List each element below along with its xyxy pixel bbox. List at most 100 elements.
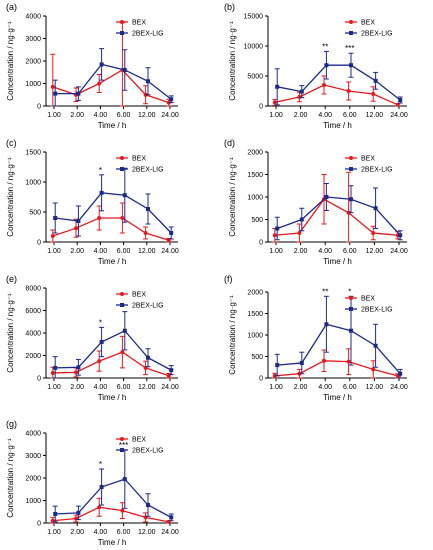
data-point [143,231,148,235]
x-tick-label: 1.00 [47,112,61,119]
x-tick-label: 6.00 [343,248,357,255]
y-axis-label: Concentration / ng·g⁻¹ [6,157,15,237]
legend-marker [120,167,124,171]
x-tick-label: 6.00 [117,248,131,255]
data-point [371,231,376,235]
y-axis-label: Concentration / ng·g⁻¹ [6,293,15,373]
data-point [122,328,127,333]
data-point [122,68,127,72]
x-axis-label: Time / h [98,121,127,130]
legend-marker [349,167,353,171]
x-tick-label: 2.00 [294,112,308,119]
x-axis-label: Time / h [98,538,127,547]
legend-marker [120,20,124,24]
y-tick-label: 2000 [25,353,41,360]
y-tick-label: 8000 [25,286,41,293]
x-tick-label: 1.00 [269,112,283,119]
y-tick-label: 500 [251,354,263,361]
legend-marker [349,307,353,311]
y-axis-label: Concentration / ng·g⁻¹ [6,21,15,101]
legend-label: 2BEX-LIG [132,448,164,455]
data-point [322,83,326,87]
data-point [297,231,302,235]
x-tick-label: 4.00 [94,529,108,536]
data-point [169,515,174,520]
chart-panel: (f) 0 500 1000 1500 2000 1.00 2.00 4.00 6.00 12.00… [224,274,408,402]
x-tick-label: 2.00 [294,248,308,255]
data-point [275,226,280,231]
x-tick-label: 2.00 [70,112,84,119]
data-point [146,207,150,211]
legend-label: 2BEX-LIG [361,31,393,38]
data-point [349,197,353,202]
x-tick-label: 1.00 [269,384,283,391]
data-point [99,190,104,195]
legend-label: BEX [361,296,375,303]
data-point [349,63,353,68]
data-point [97,359,102,364]
legend-label: BEX [361,156,375,163]
significance-marker: *** [345,44,354,53]
panel-letter: (e) [6,274,17,284]
significance-marker: * [99,166,102,175]
legend-marker [349,296,353,300]
panel-letter: (a) [6,2,17,12]
legend-marker [349,156,353,160]
series-2bex-lig [274,183,403,241]
legend-marker [349,31,353,35]
legend-label: BEX [132,292,146,299]
series-line [274,198,398,236]
data-point [99,340,104,344]
y-tick-label: 0 [259,376,263,383]
legend-marker [349,20,353,24]
significance-marker: * [99,318,102,327]
y-tick-label: 1500 [25,150,41,157]
data-point [53,512,58,516]
series-bex [272,171,401,243]
x-tick-label: 1.00 [269,248,283,255]
x-axis-label: Time / h [98,393,127,402]
data-point [297,95,302,99]
chart-panel: (b) 0 5000 10000 15000 1.00 2.00 4.00 6.00 12.00 2… [224,2,408,130]
x-tick-label: 6.00 [117,112,131,119]
data-point [349,328,353,333]
panel-letter: (b) [224,2,235,12]
panel-letter: (d) [224,138,235,148]
y-tick-label: 1000 [247,333,263,340]
chart-panel: (c) 0 500 1000 1500 1.00 2.00 4.00 6.00 12.00 24.0… [6,138,179,266]
x-tick-label: 24.00 [161,384,179,391]
data-point [76,365,81,370]
y-tick-label: 2000 [25,476,41,483]
x-tick-label: 4.00 [94,112,108,119]
series-line [52,69,170,104]
data-point [324,322,329,327]
data-point [299,217,304,222]
significance-marker: * [99,460,102,469]
data-point [122,193,127,198]
data-point [169,368,174,373]
x-tick-label: 2.00 [70,384,84,391]
data-point [299,360,304,365]
data-point [346,359,351,364]
series-line [277,64,401,101]
series-line [52,506,169,523]
y-tick-label: 5000 [247,74,263,81]
legend-label: 2BEX-LIG [132,167,164,174]
y-tick-label: 0 [37,240,41,247]
y-tick-label: 0 [37,376,41,383]
x-tick-label: 12.00 [138,384,156,391]
x-tick-label: 12.00 [366,248,384,255]
data-point [322,358,326,363]
significance-marker: *** [119,441,128,450]
x-tick-label: 24.00 [161,112,179,119]
x-tick-label: 6.00 [117,384,131,391]
x-tick-label: 12.00 [366,112,384,119]
data-point [99,485,104,489]
y-tick-label: 1000 [25,180,41,187]
data-point [120,508,125,513]
legend-label: 2BEX-LIG [132,303,164,310]
x-tick-label: 6.00 [343,384,357,391]
chart-panel: (g) 0 1000 2000 3000 4000 1.00 2.00 4.00 6.00 12.0… [6,419,179,547]
y-tick-label: 2000 [247,290,263,297]
legend-marker [120,437,124,441]
